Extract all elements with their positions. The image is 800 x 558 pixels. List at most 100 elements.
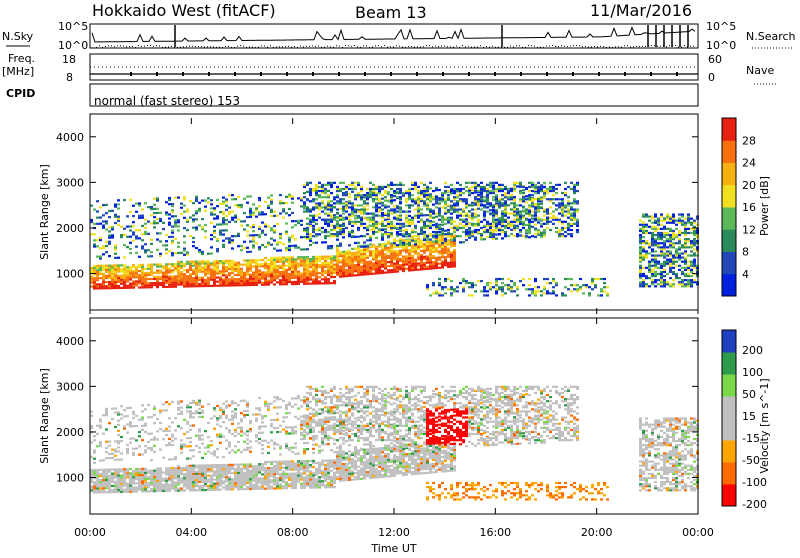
heatmap-cell — [111, 275, 114, 277]
heatmap-cell — [495, 233, 498, 235]
heatmap-cell — [339, 271, 342, 273]
heatmap-cell — [465, 218, 468, 220]
heatmap-cell — [351, 262, 354, 264]
heatmap-cell — [333, 272, 336, 274]
heatmap-cell — [363, 263, 366, 265]
heatmap-cell — [123, 491, 126, 493]
heatmap-cell — [423, 204, 426, 206]
heatmap-cell — [171, 265, 174, 267]
heatmap-cell — [270, 265, 273, 267]
heatmap-cell — [105, 241, 108, 243]
heatmap-cell — [417, 264, 420, 266]
heatmap-cell — [480, 236, 483, 238]
heatmap-cell — [264, 267, 267, 269]
heatmap-cell — [138, 472, 141, 474]
heatmap-cell — [288, 279, 291, 281]
noise-search-point — [336, 45, 337, 46]
heatmap-cell — [465, 231, 468, 233]
heatmap-cell — [561, 213, 564, 215]
heatmap-cell — [294, 260, 297, 262]
heatmap-cell — [684, 222, 687, 224]
heatmap-cell — [102, 414, 105, 416]
heatmap-cell — [516, 225, 519, 227]
heatmap-cell — [318, 206, 321, 208]
heatmap-cell — [447, 262, 450, 264]
heatmap-cell — [507, 192, 510, 194]
heatmap-cell — [213, 264, 216, 266]
heatmap-cell — [381, 202, 384, 204]
heatmap-cell — [156, 278, 159, 280]
heatmap-cell — [273, 277, 276, 279]
heatmap-cell — [537, 188, 540, 190]
heatmap-cell — [318, 256, 321, 258]
heatmap-cell — [186, 271, 189, 273]
heatmap-cell — [201, 260, 204, 262]
heatmap-cell — [258, 271, 261, 273]
heatmap-cell — [285, 247, 288, 249]
heatmap-cell — [666, 263, 669, 265]
heatmap-cell — [366, 188, 369, 190]
heatmap-cell — [429, 251, 432, 253]
heatmap-cell — [183, 263, 186, 265]
heatmap-cell — [663, 269, 666, 271]
heatmap-cell — [123, 472, 126, 474]
heatmap-cell — [117, 442, 120, 444]
noise-search-point — [594, 46, 595, 47]
heatmap-cell — [312, 262, 315, 264]
heatmap-cell — [399, 188, 402, 190]
heatmap-cell — [360, 235, 363, 237]
heatmap-cell — [459, 184, 462, 186]
cpid-label: CPID — [6, 87, 35, 100]
heatmap-cell — [681, 222, 684, 224]
heatmap-cell — [531, 235, 534, 237]
heatmap-cell — [342, 202, 345, 204]
heatmap-cell — [180, 279, 183, 281]
noise-search-point — [420, 46, 421, 47]
heatmap-cell — [93, 439, 96, 441]
heatmap-cell — [123, 266, 126, 268]
heatmap-cell — [210, 211, 213, 213]
heatmap-cell — [162, 486, 165, 488]
heatmap-cell — [159, 422, 162, 424]
heatmap-cell — [108, 241, 111, 243]
heatmap-cell — [183, 285, 186, 287]
heatmap-cell — [381, 259, 384, 261]
heatmap-cell — [396, 219, 399, 221]
heatmap-cell — [678, 218, 681, 220]
heatmap-cell — [306, 206, 309, 208]
heatmap-cell — [114, 477, 117, 479]
heatmap-cell — [198, 265, 201, 267]
heatmap-cell — [183, 269, 186, 271]
heatmap-cell — [153, 480, 156, 482]
heatmap-cell — [129, 211, 132, 213]
heatmap-cell — [405, 257, 408, 259]
heatmap-cell — [168, 286, 171, 288]
heatmap-cell — [414, 263, 417, 265]
heatmap-cell — [384, 192, 387, 194]
heatmap-cell — [672, 283, 675, 285]
heatmap-cell — [171, 277, 174, 279]
heatmap-cell — [126, 450, 129, 452]
heatmap-cell — [534, 208, 537, 210]
heatmap-cell — [666, 240, 669, 242]
heatmap-cell — [99, 441, 102, 443]
heatmap-cell — [366, 269, 369, 271]
heatmap-cell — [474, 204, 477, 206]
heatmap-cell — [534, 219, 537, 221]
heatmap-cell — [519, 223, 522, 225]
heatmap-cell — [129, 199, 132, 201]
heatmap-cell — [690, 271, 693, 273]
heatmap-cell — [639, 271, 642, 273]
heatmap-cell — [444, 186, 447, 188]
heatmap-cell — [456, 217, 459, 219]
heatmap-cell — [675, 256, 678, 258]
heatmap-cell — [156, 472, 159, 474]
heatmap-cell — [225, 270, 228, 272]
heatmap-cell — [396, 252, 399, 254]
heatmap-cell — [498, 186, 501, 188]
heatmap-cell — [528, 186, 531, 188]
heatmap-cell — [159, 278, 162, 280]
noise-search-point — [621, 47, 622, 48]
heatmap-cell — [516, 213, 519, 215]
heatmap-cell — [231, 247, 234, 249]
